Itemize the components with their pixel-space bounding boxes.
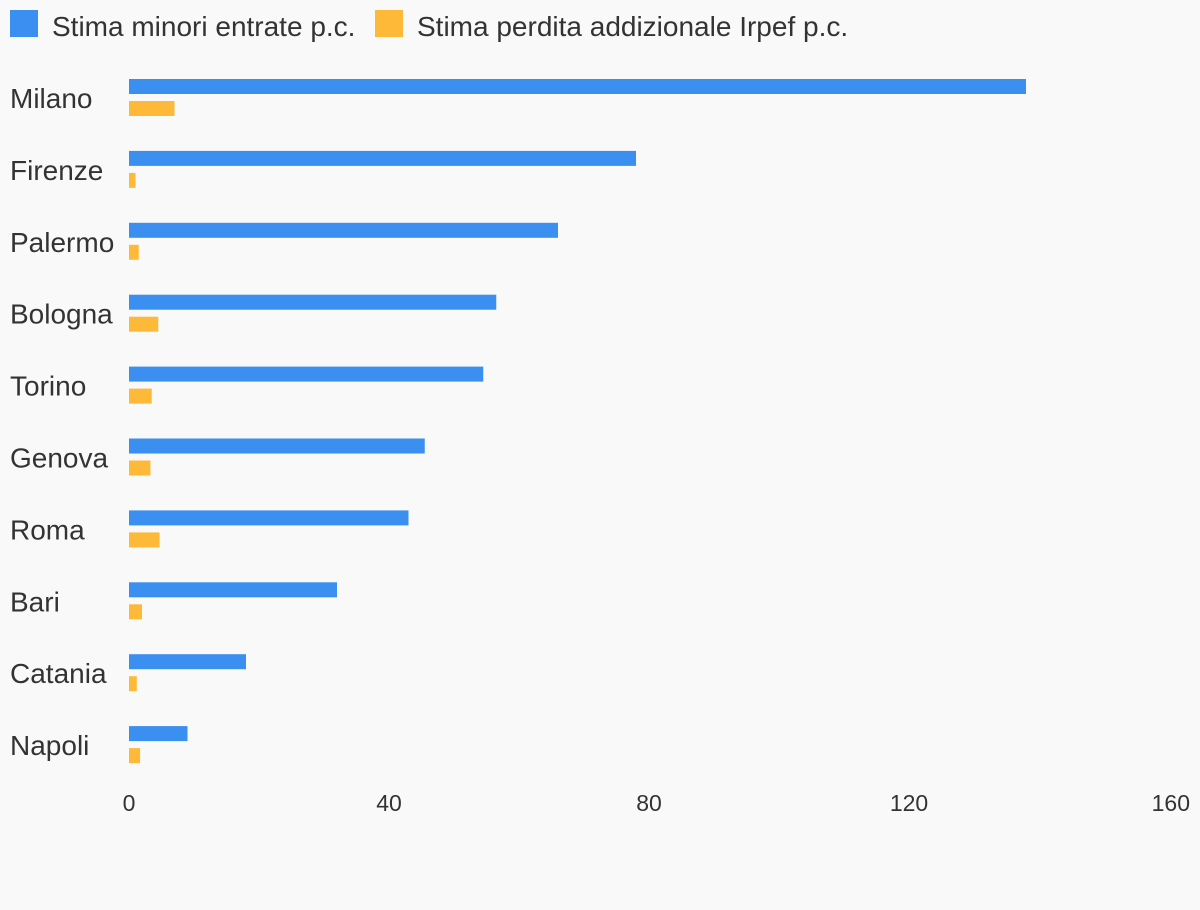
legend: Stima minori entrate p.c. Stima perdita … (10, 10, 848, 42)
bars (129, 79, 1026, 764)
x-tick-label-120: 120 (890, 790, 928, 816)
x-tick-label-40: 40 (376, 790, 402, 816)
bar-catania-series-2 (129, 676, 137, 692)
bar-firenze-series-1 (129, 150, 636, 166)
category-label-palermo: Palermo (10, 227, 114, 258)
bar-bologna-series-1 (129, 294, 497, 310)
bar-firenze-series-2 (129, 172, 136, 188)
legend-label-series-1: Stima minori entrate p.c. (52, 11, 355, 42)
category-label-genova: Genova (10, 443, 108, 474)
bar-torino-series-1 (129, 366, 484, 382)
bar-bologna-series-2 (129, 316, 159, 332)
bar-palermo-series-2 (129, 244, 139, 260)
bar-milano-series-2 (129, 101, 175, 116)
x-axis-ticks: 0 40 80 120 160 (123, 790, 1190, 816)
bar-bari-series-1 (129, 582, 337, 598)
legend-swatch-series-2 (375, 10, 403, 37)
bar-catania-series-1 (129, 654, 246, 670)
category-label-bari: Bari (10, 586, 60, 617)
legend-label-series-2: Stima perdita addizionale Irpef p.c. (417, 11, 848, 42)
bar-torino-series-2 (129, 388, 152, 404)
bar-roma-series-2 (129, 532, 160, 548)
x-tick-label-160: 160 (1152, 790, 1190, 816)
bar-bari-series-2 (129, 604, 142, 620)
category-label-catania: Catania (10, 658, 107, 689)
bar-palermo-series-1 (129, 222, 558, 238)
category-label-bologna: Bologna (10, 299, 113, 330)
bar-milano-series-1 (129, 79, 1026, 94)
category-label-napoli: Napoli (10, 730, 89, 761)
bar-roma-series-1 (129, 510, 409, 526)
legend-swatch-series-1 (10, 10, 38, 37)
category-label-firenze: Firenze (10, 155, 103, 186)
bar-genova-series-1 (129, 438, 425, 454)
x-tick-label-0: 0 (123, 790, 136, 816)
category-label-torino: Torino (10, 371, 86, 402)
category-labels: Milano Firenze Palermo Bologna Torino Genova R… (10, 83, 114, 761)
bar-genova-series-2 (129, 460, 151, 476)
category-label-milano: Milano (10, 83, 92, 114)
x-tick-label-80: 80 (636, 790, 662, 816)
category-label-roma: Roma (10, 514, 85, 545)
bar-napoli-series-2 (129, 748, 141, 764)
bar-napoli-series-1 (129, 726, 188, 742)
